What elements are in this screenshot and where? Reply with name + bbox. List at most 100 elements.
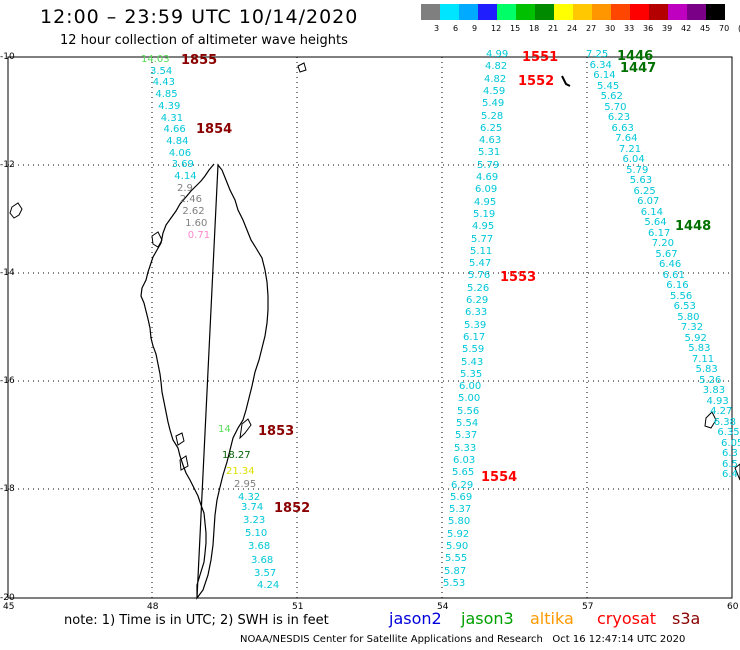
latitude-label: -18	[0, 484, 15, 494]
wave-height-value: 6.29	[466, 295, 489, 306]
legend-label: 21	[548, 24, 559, 33]
wave-height-value: 4.99	[486, 49, 509, 60]
wave-height-value: 2.95	[234, 479, 257, 490]
wave-height-value: 6.05	[721, 437, 740, 449]
legend-label: 6	[453, 24, 459, 33]
wave-height-value: 7.21	[618, 143, 642, 155]
wave-height-value: 4.32	[238, 492, 261, 503]
wave-height-value: 6.53	[673, 301, 696, 312]
wave-height-value: 6.03	[453, 454, 476, 466]
legend-label: 18	[529, 24, 540, 33]
wave-height-value: 4.84	[166, 135, 189, 147]
wave-height-value: 5.92	[684, 332, 707, 344]
pass-time-label: 1855	[181, 53, 218, 68]
satellite-jason2: jason2	[389, 609, 442, 628]
longitude-label: 45	[3, 602, 15, 612]
wave-height-value: 0.71	[187, 229, 211, 241]
wave-height-value: 5.53	[443, 577, 466, 589]
wave-height-value: 5.62	[600, 91, 623, 102]
island-coastline	[151, 231, 163, 248]
legend-label: 45	[700, 24, 711, 33]
pass-time-label: 1446	[617, 49, 654, 64]
wave-height-value: 18.27	[222, 450, 251, 461]
island-coastline	[297, 62, 307, 73]
legend-swatch	[497, 4, 516, 20]
wave-height-value: 5.83	[695, 364, 718, 375]
wave-height-value: 5.63	[629, 175, 653, 186]
wave-height-value: 4.39	[158, 100, 181, 112]
legend-label: 42	[681, 24, 692, 33]
wave-height-value: 5.31	[478, 147, 501, 159]
wave-height-value: 6.3	[722, 448, 738, 459]
island-coastline	[734, 463, 740, 481]
wave-height-value: 5.56	[669, 290, 693, 302]
island-coastline	[175, 432, 185, 446]
legend-label: 33	[624, 24, 635, 33]
legend-label: 3	[434, 24, 440, 33]
wave-height-value: 5.28	[481, 110, 504, 122]
credit-line: NOAA/NESDIS Center for Satellite Applica…	[240, 634, 685, 645]
wave-height-value: 5.37	[455, 430, 478, 442]
wave-height-value: 5.70	[604, 101, 627, 113]
wave-height-value: 5.76	[468, 270, 491, 282]
latitude-label: -14	[0, 268, 15, 278]
legend-label: 27	[586, 24, 597, 33]
wave-height-value: 5.26	[467, 282, 490, 294]
longitude-label: 54	[437, 602, 449, 612]
latitude-label: -12	[0, 160, 15, 170]
wave-height-value: 5.59	[462, 344, 485, 356]
wave-height-value: 4.06	[168, 147, 192, 159]
wave-height-value: 3.23	[243, 515, 266, 526]
wave-height-value: 6.23	[607, 112, 631, 123]
longitude-label: 57	[582, 602, 594, 612]
wave-height-value: 3.69	[171, 159, 194, 171]
pass-time-label: 1852	[274, 501, 311, 516]
map-subtitle: 12 hour collection of altimeter wave hei…	[60, 33, 348, 48]
legend-label: 12	[491, 24, 502, 33]
wave-height-value: 5.79	[626, 164, 649, 176]
legend-label: 9	[472, 24, 478, 33]
legend-swatch	[668, 4, 687, 20]
wave-height-value: 4.82	[484, 73, 507, 85]
island-coastline	[179, 455, 189, 471]
wave-height-value: 6.07	[637, 196, 660, 207]
legend-label: 36	[643, 24, 654, 33]
wave-height-value: 5.83	[688, 343, 711, 354]
island-coastline	[239, 418, 252, 440]
wave-height-value: 3.57	[254, 568, 277, 579]
wave-height-value: 3.83	[702, 385, 726, 396]
wave-height-value: 4.31	[160, 112, 184, 124]
wave-height-value: 14	[218, 424, 231, 435]
legend-swatch	[554, 4, 573, 20]
wave-height-value: 3.68	[248, 541, 271, 552]
longitude-label: 51	[292, 602, 304, 612]
wave-height-value: 7.32	[680, 322, 704, 333]
wave-height-value: 6.63	[611, 122, 634, 134]
longitude-label: 48	[147, 602, 159, 612]
legend-swatch	[440, 4, 459, 20]
wave-height-value: 5.33	[454, 442, 477, 454]
wave-height-value: 7.25	[586, 49, 609, 60]
legend-swatch	[706, 4, 725, 20]
wave-height-value: 4.59	[483, 85, 506, 97]
wave-height-value: 6.29	[451, 479, 474, 491]
wave-height-value: 1.60	[185, 217, 208, 229]
wave-height-value: 5.11	[470, 245, 493, 257]
wave-height-value: 2.46	[179, 194, 202, 206]
legend-swatch	[611, 4, 630, 20]
pass-time-label: 1553	[500, 270, 537, 285]
wave-height-value: 4.93	[706, 395, 729, 407]
latitude-label: -16	[0, 376, 15, 386]
credit-text: NOAA/NESDIS Center for Satellite Applica…	[240, 634, 543, 645]
wave-height-value: 5.39	[464, 319, 487, 331]
wave-height-value: 5.43	[461, 356, 484, 368]
wave-height-value: 5.64	[644, 217, 667, 228]
wave-height-value: 6.5	[722, 458, 738, 470]
wave-height-value: 7.20	[651, 238, 674, 249]
longitude-label: 60	[727, 602, 739, 612]
wave-height-value: 14.03	[141, 54, 170, 65]
footnote: note: 1) Time is in UTC; 2) SWH is in fe…	[64, 613, 329, 628]
wave-height-value: 2.9	[177, 182, 193, 194]
wave-height-value: 6.35	[717, 427, 740, 438]
pass-time-label: 1552	[518, 74, 555, 89]
